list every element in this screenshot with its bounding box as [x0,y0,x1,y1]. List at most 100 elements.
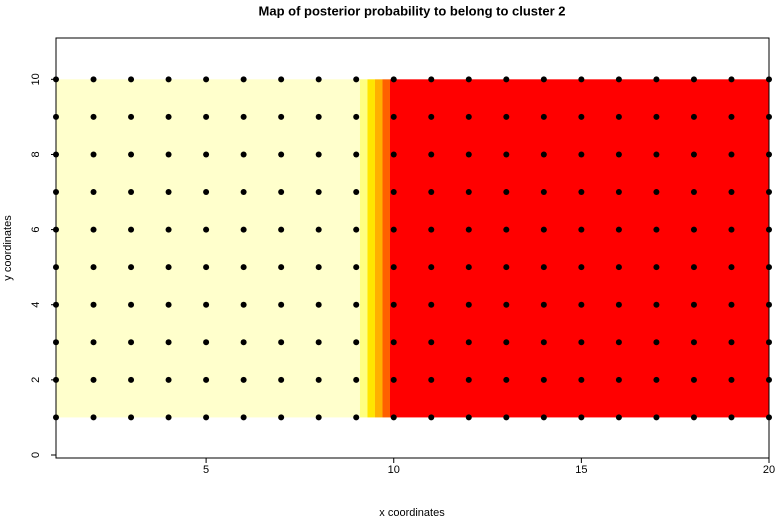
point [653,339,660,346]
point [615,414,622,421]
point [766,264,772,271]
point [540,226,547,233]
point [353,189,360,196]
point [728,76,735,83]
point [353,113,360,120]
point [165,376,172,383]
point [540,151,547,158]
point [503,414,510,421]
point [390,226,397,233]
heat-band [389,79,769,418]
point [203,189,210,196]
point [615,301,622,308]
point [615,76,622,83]
point [540,301,547,308]
point [353,301,360,308]
point [615,189,622,196]
point [390,414,397,421]
point [578,376,585,383]
point [90,264,97,271]
point [315,76,322,83]
point [465,301,472,308]
point [353,264,360,271]
point [165,339,172,346]
point [353,414,360,421]
x-tick-label: 15 [575,464,587,476]
point [540,189,547,196]
point [128,226,135,233]
point [353,151,360,158]
point [128,414,135,421]
point [203,76,210,83]
point [353,376,360,383]
point [690,76,697,83]
point [540,264,547,271]
point [53,76,59,83]
y-tick-label: 2 [30,377,42,383]
point [728,376,735,383]
point [578,226,585,233]
point [278,301,285,308]
y-tick-label: 0 [30,452,42,458]
point [240,376,247,383]
point [203,151,210,158]
point [278,76,285,83]
x-tick-label: 10 [388,464,400,476]
point [728,226,735,233]
point [465,264,472,271]
point [615,151,622,158]
point [278,151,285,158]
point [653,151,660,158]
point [766,414,772,421]
point [240,113,247,120]
point [390,339,397,346]
point [766,301,772,308]
point [728,189,735,196]
point [53,376,59,383]
point [615,264,622,271]
point [390,76,397,83]
heat-band [359,79,368,418]
point [615,113,622,120]
point [165,151,172,158]
point [728,301,735,308]
point [165,113,172,120]
point [278,414,285,421]
point [278,226,285,233]
point [690,376,697,383]
point [428,376,435,383]
point [428,189,435,196]
point [540,339,547,346]
y-axis-label: y coordinates [2,215,14,281]
point [653,414,660,421]
point [578,339,585,346]
point [390,376,397,383]
point [53,301,59,308]
point [465,226,472,233]
point [465,113,472,120]
point [53,189,59,196]
point [128,264,135,271]
point [728,414,735,421]
point [766,76,772,83]
point [390,151,397,158]
point [540,376,547,383]
point [728,264,735,271]
y-tick-label: 6 [30,227,42,233]
point [503,226,510,233]
point [540,414,547,421]
point [578,151,585,158]
point [728,151,735,158]
point [690,189,697,196]
point [203,301,210,308]
x-tick-label: 20 [763,464,775,476]
point [615,339,622,346]
point [653,113,660,120]
point [428,226,435,233]
point [90,414,97,421]
point [165,226,172,233]
plot-frame [55,37,770,459]
point [690,301,697,308]
point [240,226,247,233]
